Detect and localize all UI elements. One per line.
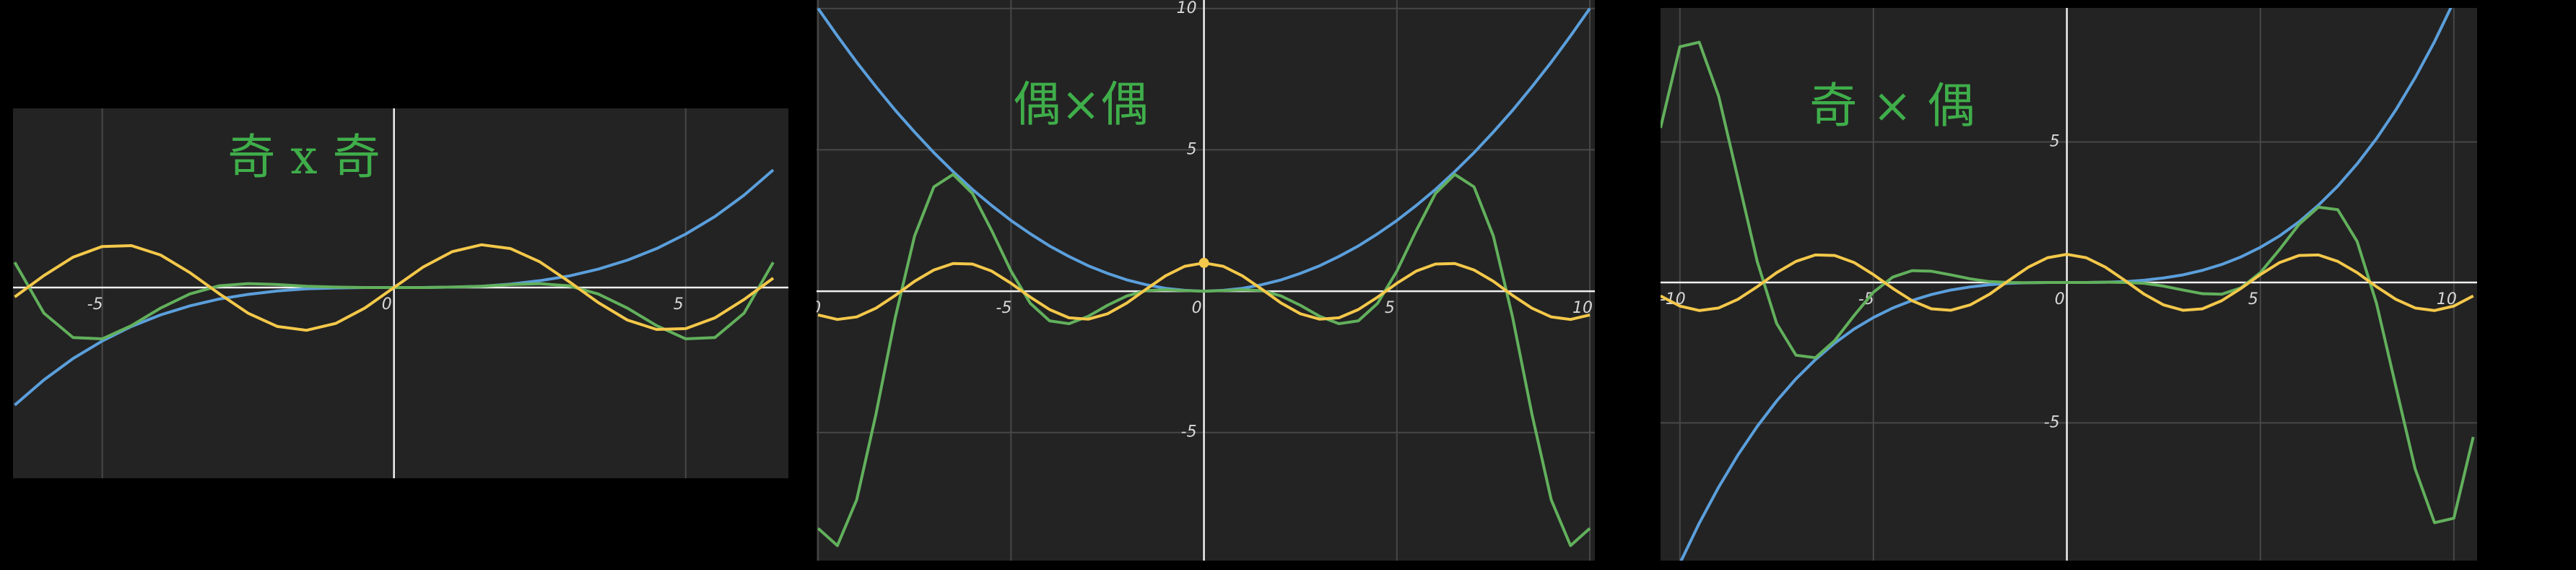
x-tick-label: 0	[1192, 299, 1202, 317]
x-tick-label: 5	[1385, 299, 1395, 317]
x-tick-label: 0	[2055, 290, 2065, 308]
panel-background	[817, 0, 1595, 561]
y-tick-label: -5	[2044, 413, 2060, 431]
graph-panel: -5 0 5	[13, 108, 788, 478]
x-tick-label: -5	[87, 295, 103, 314]
graph-panel: -10 -5 0 5 10-55	[1661, 8, 2477, 561]
chart-title: 偶×偶	[1013, 77, 1148, 132]
chart-title: 奇 x 奇	[227, 129, 380, 185]
y-tick-label: 5	[1187, 140, 1197, 158]
curve	[14, 243, 775, 332]
panel-background	[1661, 8, 2477, 561]
highlight-point	[1198, 257, 1209, 268]
curve	[1661, 253, 2474, 312]
y-tick-label: 5	[2050, 133, 2060, 151]
chart-title: 奇 × 偶	[1809, 78, 1975, 134]
y-tick-label: -5	[1181, 423, 1197, 441]
panel-background	[13, 108, 788, 478]
x-tick-label: -5	[996, 299, 1011, 317]
y-tick-label: 10	[1177, 0, 1197, 17]
x-tick-label: 5	[2248, 290, 2258, 308]
x-tick-label: 0	[382, 295, 392, 314]
curve	[817, 173, 1591, 548]
x-tick-label: 10	[801, 299, 821, 317]
curve	[1661, 40, 2475, 524]
x-tick-label: 5	[674, 295, 684, 314]
